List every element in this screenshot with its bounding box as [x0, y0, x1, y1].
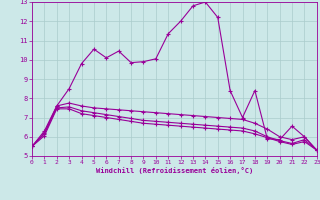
X-axis label: Windchill (Refroidissement éolien,°C): Windchill (Refroidissement éolien,°C): [96, 167, 253, 174]
